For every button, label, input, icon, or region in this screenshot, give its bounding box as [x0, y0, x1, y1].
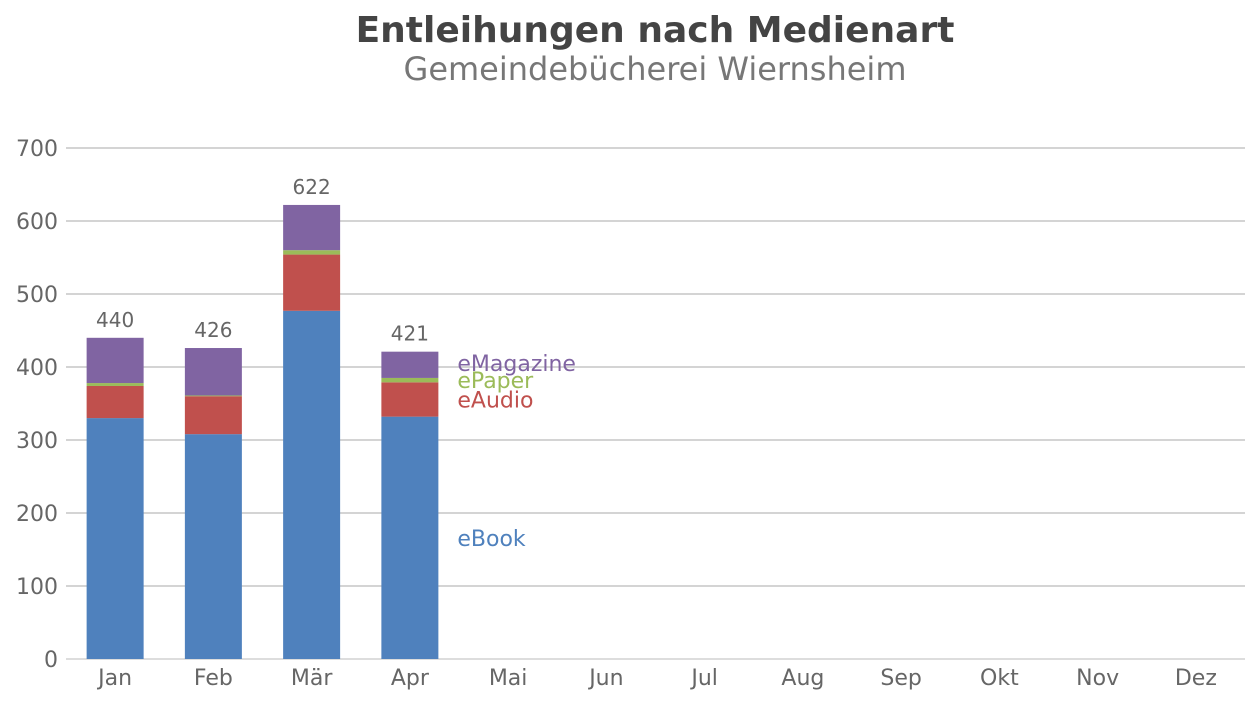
total-labels: 440 426 622 421 [96, 175, 429, 346]
x-tick-label: Jan [96, 666, 132, 691]
x-tick-label: Mär [291, 666, 333, 691]
bar-segment-ebook [381, 416, 439, 659]
x-tick-label: Feb [194, 666, 233, 691]
x-tick-label: Sep [880, 666, 921, 691]
x-tick-label: Mai [489, 666, 528, 691]
bar-segment-ebook [184, 434, 242, 659]
bar-segment-epaper [86, 383, 144, 386]
x-tick-label: Jun [587, 666, 623, 691]
grid-lines [66, 147, 1245, 660]
bar-segment-emagazine [184, 348, 242, 396]
bar-segment-epaper [381, 377, 439, 383]
legend-label-eaudio: eAudio [457, 388, 533, 413]
bars [86, 204, 439, 659]
y-tick-label: 100 [16, 575, 58, 600]
x-axis-tick-labels: Jan Feb Mär Apr Mai Jun Jul Aug Sep Okt Nov Dez [96, 666, 1217, 691]
total-label: 421 [391, 322, 429, 346]
y-tick-label: 500 [16, 283, 58, 308]
bar-segment-emagazine [283, 204, 341, 251]
bar-segment-epaper [184, 395, 242, 397]
x-tick-label: Dez [1175, 666, 1217, 691]
y-axis-tick-labels: 0 100 200 300 400 500 600 700 [16, 137, 58, 673]
y-tick-label: 400 [16, 356, 58, 381]
bar-segment-eaudio [381, 382, 439, 417]
x-tick-label: Apr [391, 666, 430, 691]
legend-label-epaper: ePaper [457, 369, 534, 394]
x-tick-label: Jul [689, 666, 718, 691]
bar-segment-ebook [86, 418, 144, 659]
legend-label-ebook: eBook [457, 527, 526, 552]
x-tick-label: Aug [781, 666, 824, 691]
x-tick-label: Okt [980, 666, 1019, 691]
legend-label-emagazine: eMagazine [457, 352, 576, 377]
y-tick-label: 700 [16, 137, 58, 162]
bar-segment-epaper [283, 250, 341, 255]
y-tick-label: 300 [16, 429, 58, 454]
y-tick-label: 0 [44, 648, 58, 673]
total-label: 426 [194, 318, 232, 342]
bar-segment-eaudio [86, 385, 144, 419]
bar-segment-ebook [283, 310, 341, 659]
bar-segment-emagazine [86, 337, 144, 384]
x-tick-label: Nov [1076, 666, 1119, 691]
bar-segment-eaudio [184, 396, 242, 435]
total-label: 440 [96, 308, 134, 332]
bar-segment-eaudio [283, 254, 341, 311]
y-tick-label: 600 [16, 210, 58, 235]
total-label: 622 [293, 175, 331, 199]
chart-subtitle: Gemeindebücherei Wiernsheim [403, 50, 907, 88]
chart-title: Entleihungen nach Medienart [355, 10, 955, 51]
bar-segment-emagazine [381, 351, 439, 378]
y-tick-label: 200 [16, 502, 58, 527]
